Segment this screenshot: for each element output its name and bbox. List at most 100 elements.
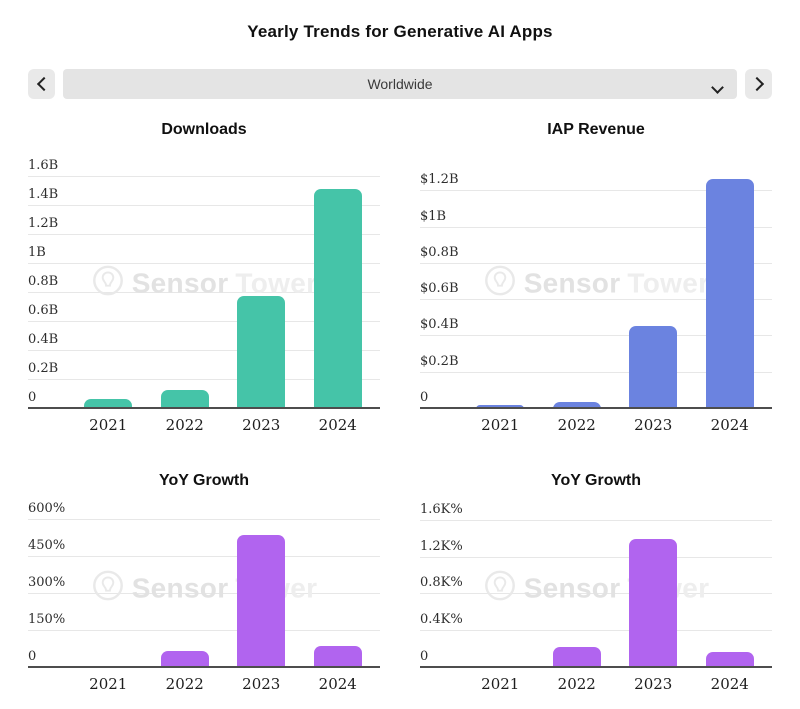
bar-yoy-growth-downloads-2023[interactable] — [237, 535, 286, 668]
bars-yoy-growth-revenue — [462, 508, 768, 668]
gridline — [420, 630, 772, 632]
y-tick-label: $1.2B — [420, 172, 459, 188]
bar-iap-revenue-2024[interactable] — [705, 178, 754, 409]
y-tick-label: 0.4B — [28, 332, 59, 348]
region-selector-row: Worldwide — [28, 69, 772, 99]
y-tick-label: 0 — [420, 390, 429, 405]
gridline — [28, 176, 380, 178]
chart-iap-revenue: IAP Revenue 0 $0.2B $0.4B $0.6B $0.8B $1B $1.2B… — [420, 121, 772, 434]
x-tick-label: 2024 — [318, 416, 357, 434]
chevron-left-icon — [36, 76, 51, 92]
chevron-down-icon — [711, 79, 724, 95]
bars-yoy-growth-downloads — [70, 508, 376, 668]
x-axis-labels: 2021 2022 2023 2024 — [462, 675, 768, 693]
bar-downloads-2023[interactable] — [237, 296, 286, 409]
chart-downloads: Downloads 0 0.2B 0.4B 0.6B 0.8B 1B 1.2B 1.4B 1.6B… — [28, 121, 380, 434]
y-tick-label: 1.2K% — [420, 538, 463, 554]
y-tick-label: 0.4K% — [420, 612, 463, 628]
y-tick-label: $0.4B — [420, 317, 459, 333]
y-tick-label: 0 — [28, 390, 37, 405]
bar-iap-revenue-2023[interactable] — [629, 325, 678, 409]
chart-title-downloads: Downloads — [161, 121, 247, 138]
bar-yoy-growth-revenue-2024[interactable] — [705, 651, 754, 668]
chart-title-iap-revenue: IAP Revenue — [547, 121, 645, 138]
bar-slot — [300, 157, 377, 409]
y-tick-label: 0 — [420, 649, 429, 664]
gridline — [28, 292, 380, 294]
x-tick-label: 2022 — [165, 416, 204, 434]
x-tick-label: 2021 — [89, 675, 128, 693]
chart-title-yoy-growth-downloads: YoY Growth — [158, 472, 250, 489]
bar-yoy-growth-revenue-2023[interactable] — [629, 539, 678, 668]
y-tick-label: 450% — [28, 538, 66, 554]
bar-slot — [539, 157, 616, 409]
gridline — [420, 226, 772, 228]
bar-slot — [223, 508, 300, 668]
charts-grid: Downloads 0 0.2B 0.4B 0.6B 0.8B 1B 1.2B 1.4B 1.6B… — [28, 121, 772, 693]
gridline — [28, 556, 380, 558]
bar-slot — [692, 157, 769, 409]
y-tick-label: 600% — [28, 501, 66, 517]
x-tick-label: 2022 — [165, 675, 204, 693]
x-tick-label: 2022 — [557, 416, 596, 434]
y-tick-label: 150% — [28, 612, 66, 628]
bar-slot — [462, 508, 539, 668]
chart-title-yoy-growth-revenue: YoY Growth — [550, 472, 642, 489]
bar-iap-revenue-2022[interactable] — [552, 401, 601, 409]
x-tick-label: 2022 — [557, 675, 596, 693]
gridline — [28, 263, 380, 265]
plot-area-iap-revenue: 0 $0.2B $0.4B $0.6B $0.8B $1B $1.2B Sensor Tower — [420, 157, 772, 409]
gridline — [420, 593, 772, 595]
gridline — [420, 519, 772, 521]
gridline — [420, 262, 772, 264]
next-button[interactable] — [745, 69, 772, 99]
x-tick-label: 2023 — [634, 675, 673, 693]
x-tick-label: 2021 — [481, 675, 520, 693]
gridline — [28, 519, 380, 521]
bar-slot — [147, 508, 224, 668]
bar-slot — [223, 157, 300, 409]
prev-button[interactable] — [28, 69, 55, 99]
y-tick-label: $1B — [420, 208, 447, 224]
bar-downloads-2022[interactable] — [160, 390, 209, 409]
bar-slot — [147, 157, 224, 409]
gridline — [420, 335, 772, 337]
x-axis-line — [28, 666, 380, 668]
gridline — [420, 556, 772, 558]
gridline — [420, 299, 772, 301]
y-tick-label: $0.8B — [420, 244, 459, 260]
bars-iap-revenue — [462, 157, 768, 409]
bar-slot — [70, 157, 147, 409]
x-tick-label: 2023 — [242, 675, 281, 693]
gridline — [420, 371, 772, 373]
x-axis-line — [420, 666, 772, 668]
bar-downloads-2021[interactable] — [84, 398, 133, 409]
x-tick-label: 2024 — [710, 675, 749, 693]
region-dropdown-value: Worldwide — [367, 76, 433, 92]
gridline — [28, 321, 380, 323]
bar-yoy-growth-downloads-2022[interactable] — [160, 650, 209, 668]
region-dropdown[interactable]: Worldwide — [63, 69, 737, 99]
bar-slot — [70, 508, 147, 668]
gridline — [28, 630, 380, 632]
y-tick-label: 300% — [28, 575, 66, 591]
bar-slot — [462, 157, 539, 409]
chart-yoy-growth-downloads: YoY Growth0150%300%450%600%SensorTower20… — [28, 472, 380, 693]
y-tick-label: 1B — [28, 245, 46, 261]
plot-area-downloads: 0 0.2B 0.4B 0.6B 0.8B 1B 1.2B 1.4B 1.6B Sensor Tow… — [28, 157, 380, 409]
x-tick-label: 2023 — [634, 416, 673, 434]
x-tick-label: 2024 — [710, 416, 749, 434]
x-axis-labels: 2021 2022 2023 2024 — [70, 675, 376, 693]
bar-yoy-growth-downloads-2024[interactable] — [313, 645, 362, 668]
bar-downloads-2024[interactable] — [313, 188, 362, 409]
bar-yoy-growth-revenue-2022[interactable] — [552, 646, 601, 668]
y-tick-label: 1.6K% — [420, 501, 463, 517]
x-axis-labels: 2021 2022 2023 2024 — [70, 416, 376, 434]
x-axis-labels: 2021 2022 2023 2024 — [462, 416, 768, 434]
chart-yoy-growth-revenue: YoY Growth00.4K%0.8K%1.2K%1.6K%SensorTow… — [420, 472, 772, 693]
y-tick-label: $0.6B — [420, 281, 459, 297]
y-tick-label: 0 — [28, 649, 37, 664]
gridline — [28, 234, 380, 236]
